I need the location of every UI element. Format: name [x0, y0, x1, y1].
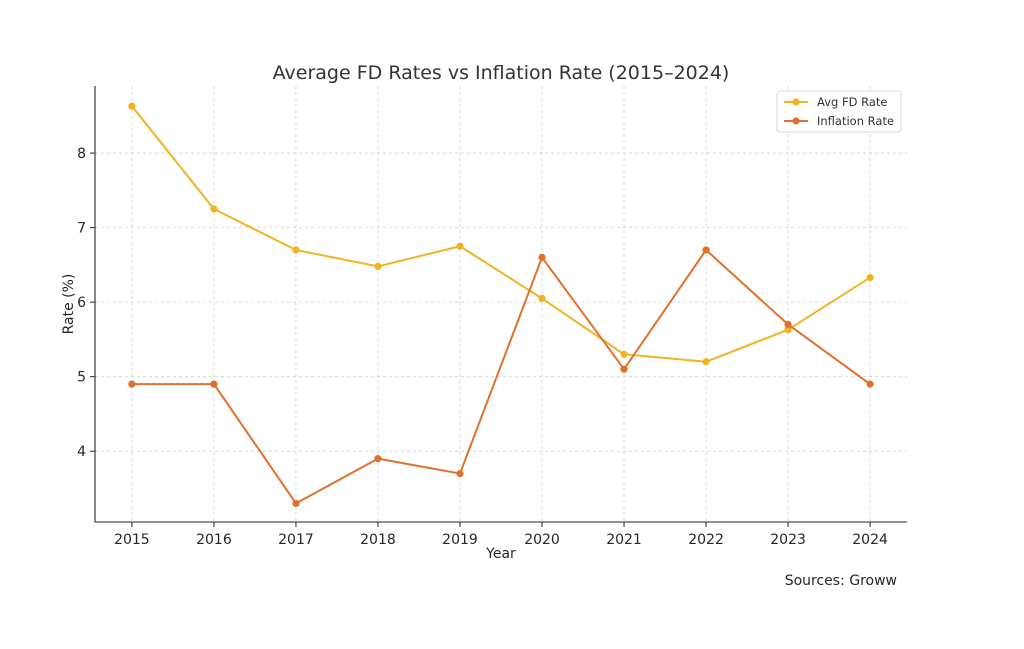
- y-tick-label: 6: [77, 295, 86, 311]
- inflation-rate-point: [866, 380, 874, 388]
- avg-fd-rate-point: [702, 358, 710, 366]
- inflation-rate-point: [702, 246, 710, 254]
- legend-marker-inflation-rate: [792, 117, 800, 125]
- x-tick-label: 2023: [770, 532, 806, 548]
- inflation-rate-line: [131, 248, 871, 505]
- legend-label-inflation-rate: Inflation Rate: [817, 114, 894, 128]
- avg-fd-rate-point: [292, 246, 300, 254]
- avg-fd-rate-point: [128, 102, 136, 110]
- avg-fd-rate-point: [210, 205, 218, 213]
- inflation-rate-point: [374, 455, 382, 463]
- x-tick-label: 2018: [360, 532, 396, 548]
- chart-title: Average FD Rates vs Inflation Rate (2015…: [273, 62, 730, 84]
- x-tick-label: 2015: [114, 532, 150, 548]
- avg-fd-rate-point: [538, 294, 546, 303]
- x-axis-label: Year: [485, 546, 516, 562]
- y-tick-label: 5: [77, 370, 86, 386]
- inflation-rate-point: [456, 469, 464, 478]
- avg-fd-rate-line: [131, 105, 871, 363]
- inflation-rate-point: [210, 380, 218, 388]
- x-tick-label: 2017: [278, 532, 314, 548]
- y-tick-label: 8: [77, 146, 86, 162]
- x-tick-label: 2016: [196, 532, 232, 548]
- legend: Avg FD Rate Inflation Rate: [776, 90, 902, 133]
- x-tick-label: 2020: [524, 532, 560, 548]
- inflation-rate-point: [784, 320, 792, 329]
- x-tick-label: 2021: [606, 532, 642, 548]
- source-note: Sources: Groww: [784, 573, 897, 589]
- avg-fd-rate-point: [866, 273, 874, 282]
- axes: 2015 2016 2017 2018 2019 2020 2021 2022 2023 2024…: [77, 86, 907, 548]
- legend-marker-avg-fd-rate: [792, 98, 800, 106]
- avg-fd-rate-point: [620, 350, 628, 358]
- avg-fd-rate-point: [374, 262, 382, 270]
- axis-spine: [94, 86, 907, 523]
- x-tick-label: 2024: [852, 532, 888, 548]
- inflation-rate-point: [128, 380, 136, 388]
- inflation-rate-point: [292, 499, 300, 507]
- x-tick-label: 2019: [442, 532, 478, 548]
- avg-fd-rate-point: [784, 326, 792, 334]
- y-axis-label: Rate (%): [61, 274, 77, 335]
- y-tick-label: 4: [77, 444, 86, 460]
- legend-label-avg-fd-rate: Avg FD Rate: [817, 95, 887, 109]
- inflation-rate-point: [620, 365, 628, 373]
- series-group: [128, 102, 874, 507]
- avg-fd-rate-point: [456, 242, 464, 250]
- grid-lines: [95, 86, 907, 522]
- y-tick-label: 7: [77, 221, 86, 237]
- x-tick-label: 2022: [688, 532, 724, 548]
- inflation-rate-point: [538, 253, 546, 262]
